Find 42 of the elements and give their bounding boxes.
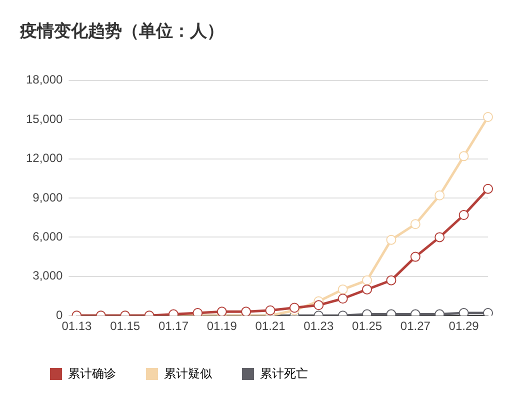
x-tick-label: 01.27 — [400, 319, 431, 334]
point — [483, 112, 493, 122]
point — [289, 302, 300, 313]
point — [483, 184, 493, 194]
point — [434, 232, 445, 242]
y-tick-label: 18,000 — [26, 72, 64, 87]
point — [410, 252, 420, 262]
point — [314, 300, 324, 310]
x-tick-label: 01.15 — [110, 319, 140, 334]
point — [338, 284, 348, 294]
point — [410, 219, 420, 230]
legend-label: 累计死亡 — [260, 366, 308, 380]
x-tick-label: 01.13 — [62, 319, 92, 334]
point — [458, 210, 469, 220]
point — [386, 275, 396, 286]
chart-title: 疫情变化趋势（单位：人） — [19, 22, 224, 42]
point — [458, 151, 469, 162]
x-tick-label: 01.23 — [304, 319, 334, 334]
point — [434, 190, 445, 200]
x-tick-label: 01.19 — [206, 319, 238, 334]
legend-label: 累计疑似 — [164, 366, 212, 380]
x-tick-label: 01.21 — [255, 319, 286, 334]
x-tick-label: 01.25 — [352, 319, 382, 334]
legend-label: 累计确诊 — [68, 366, 116, 380]
point — [362, 275, 372, 286]
y-tick-label: 0 — [56, 308, 64, 322]
point — [216, 306, 227, 316]
y-tick-label: 9,000 — [32, 190, 64, 204]
point — [386, 234, 396, 245]
point — [483, 308, 493, 316]
y-tick-label: 3,000 — [32, 268, 64, 283]
x-tick-label: 01.29 — [448, 319, 480, 334]
point — [458, 308, 469, 316]
y-tick-label: 12,000 — [26, 151, 64, 166]
y-tick-label: 6,000 — [32, 230, 64, 244]
point — [241, 306, 252, 316]
point — [362, 284, 372, 294]
x-tick-label: 01.17 — [158, 319, 189, 334]
y-tick-label: 15,000 — [26, 112, 64, 126]
point — [338, 294, 348, 304]
point — [265, 305, 276, 316]
point — [192, 308, 203, 316]
